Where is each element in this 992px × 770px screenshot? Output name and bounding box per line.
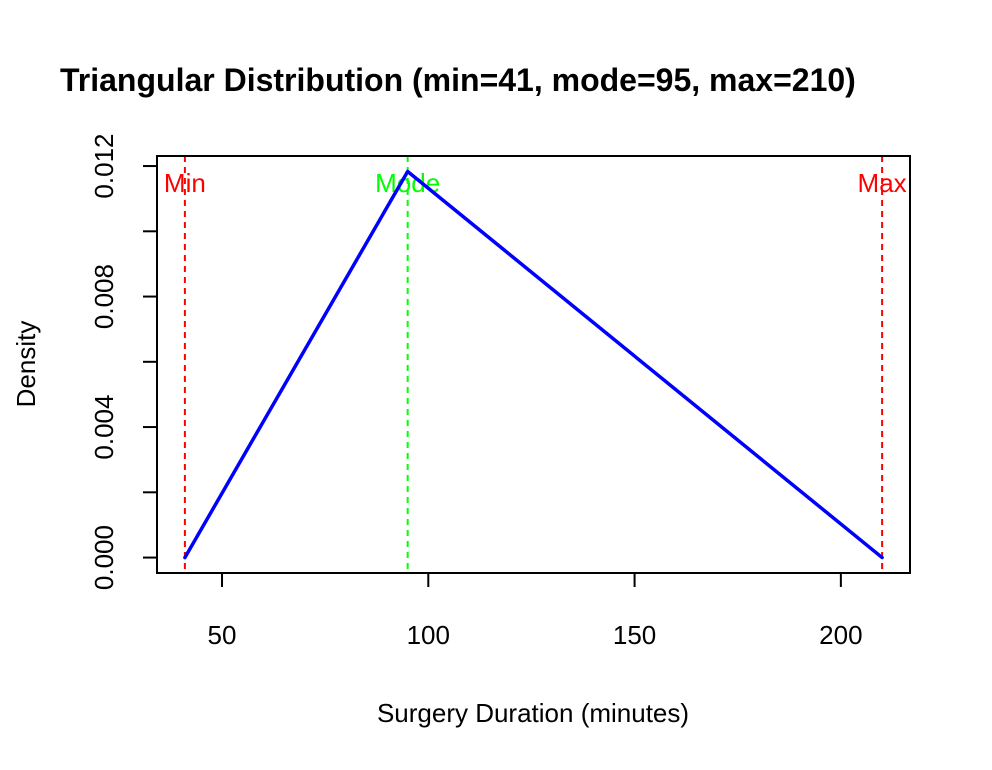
x-tick-label: 200 — [819, 620, 862, 650]
x-axis-label: Surgery Duration (minutes) — [377, 698, 689, 728]
x-tick-label: 100 — [407, 620, 450, 650]
plot-frame — [156, 155, 911, 574]
min-label: Min — [164, 168, 206, 198]
y-axis: 0.000 0.004 0.008 0.012 — [89, 134, 158, 590]
x-axis: 50 100 150 200 — [208, 572, 863, 650]
y-tick-label: 0.004 — [89, 395, 119, 460]
density-line — [183, 169, 884, 560]
x-tick-label: 50 — [208, 620, 237, 650]
y-tick-label: 0.008 — [89, 264, 119, 329]
plot-area: Min Mode Max — [164, 156, 907, 573]
y-axis-label: Density — [11, 321, 41, 408]
y-tick-label: 0.012 — [89, 134, 119, 199]
y-tick-label: 0.000 — [89, 525, 119, 590]
x-tick-label: 150 — [613, 620, 656, 650]
max-label: Max — [858, 168, 907, 198]
chart-title: Triangular Distribution (min=41, mode=95… — [60, 62, 856, 98]
